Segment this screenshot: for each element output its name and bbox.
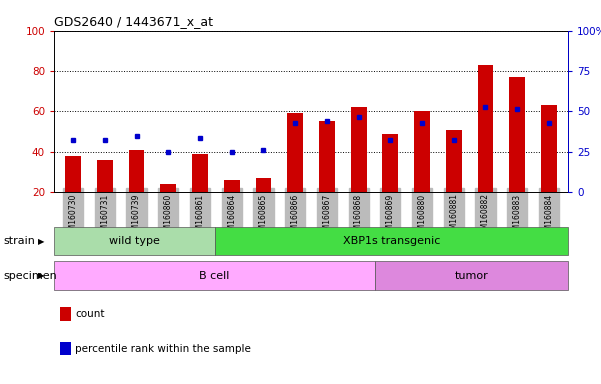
Bar <box>414 111 430 192</box>
Text: B cell: B cell <box>200 270 230 281</box>
Bar <box>54 261 375 290</box>
Bar <box>287 113 303 192</box>
Bar <box>54 227 215 255</box>
Bar <box>129 150 144 192</box>
Text: percentile rank within the sample: percentile rank within the sample <box>75 344 251 354</box>
Text: ▶: ▶ <box>38 271 44 280</box>
Text: wild type: wild type <box>109 236 160 246</box>
Bar <box>160 184 176 192</box>
Text: XBP1s transgenic: XBP1s transgenic <box>343 236 440 246</box>
Text: specimen: specimen <box>3 271 56 281</box>
Bar <box>255 178 272 192</box>
Bar <box>192 154 208 192</box>
Bar <box>65 156 81 192</box>
Bar <box>224 180 240 192</box>
Text: ▶: ▶ <box>38 237 44 246</box>
Bar <box>215 227 568 255</box>
Text: strain: strain <box>3 236 35 246</box>
Text: count: count <box>75 309 105 319</box>
Bar <box>319 121 335 192</box>
Bar <box>541 105 557 192</box>
Bar <box>97 160 113 192</box>
Bar <box>382 134 398 192</box>
Text: tumor: tumor <box>455 270 489 281</box>
Bar <box>478 65 493 192</box>
Bar <box>446 129 462 192</box>
Text: GDS2640 / 1443671_x_at: GDS2640 / 1443671_x_at <box>54 15 213 28</box>
Bar <box>375 261 568 290</box>
Bar <box>509 77 525 192</box>
Bar <box>350 108 367 192</box>
